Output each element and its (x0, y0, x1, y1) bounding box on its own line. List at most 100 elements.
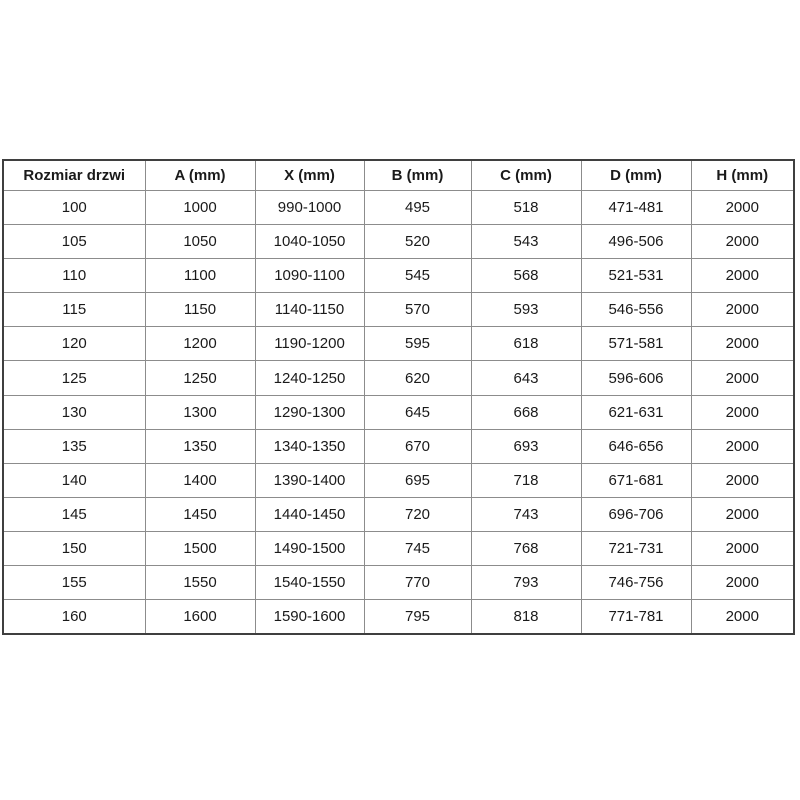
table-cell: 696-706 (580, 496, 692, 532)
table-cell: 130 (2, 394, 146, 430)
header-row: Rozmiar drzwi A (mm) X (mm) B (mm) C (mm… (2, 159, 795, 191)
table-cell: 2000 (690, 530, 795, 567)
table-cell: 793 (470, 565, 582, 601)
table-cell: 1490-1500 (254, 530, 365, 567)
table-row: 105 1050 1040-1050 520 543 496-506 2000 (2, 224, 795, 260)
table-cell: 1590-1600 (254, 599, 365, 635)
table-cell: 1000 (144, 189, 256, 226)
table-cell: 545 (363, 258, 472, 294)
table-cell: 1290-1300 (254, 394, 365, 430)
table-cell: 1540-1550 (254, 565, 365, 601)
table-cell: 593 (470, 292, 582, 328)
table-cell: 100 (2, 189, 146, 226)
table-cell: 2000 (690, 292, 795, 328)
table-cell: 521-531 (580, 258, 692, 294)
table-cell: 1040-1050 (254, 224, 365, 260)
column-header-a-mm: A (mm) (144, 159, 256, 191)
table-cell: 1100 (144, 258, 256, 294)
table-cell: 496-506 (580, 224, 692, 260)
table-row: 115 1150 1140-1150 570 593 546-556 2000 (2, 292, 795, 328)
table-cell: 720 (363, 496, 472, 532)
table-cell: 2000 (690, 496, 795, 532)
table-cell: 718 (470, 462, 582, 498)
table-cell: 471-481 (580, 189, 692, 226)
column-header-b-mm: B (mm) (363, 159, 472, 191)
table-cell: 1150 (144, 292, 256, 328)
table-cell: 2000 (690, 189, 795, 226)
table-row: 140 1400 1390-1400 695 718 671-681 2000 (2, 462, 795, 498)
table-cell: 568 (470, 258, 582, 294)
table-cell: 1450 (144, 496, 256, 532)
column-header-h-mm: H (mm) (690, 159, 795, 191)
table-row: 150 1500 1490-1500 745 768 721-731 2000 (2, 530, 795, 567)
table-cell: 1200 (144, 326, 256, 362)
table-row: 130 1300 1290-1300 645 668 621-631 2000 (2, 394, 795, 430)
table-cell: 1350 (144, 428, 256, 464)
table-cell: 570 (363, 292, 472, 328)
table-cell: 596-606 (580, 360, 692, 396)
table-cell: 2000 (690, 599, 795, 635)
table-body: 100 1000 990-1000 495 518 471-481 2000 105 1050 1… (2, 189, 795, 635)
table-cell: 1400 (144, 462, 256, 498)
table-cell: 140 (2, 462, 146, 498)
table-cell: 746-756 (580, 565, 692, 601)
column-header-rozmiar-drzwi: Rozmiar drzwi (2, 159, 146, 191)
table-cell: 2000 (690, 360, 795, 396)
table-row: 160 1600 1590-1600 795 818 771-781 2000 (2, 599, 795, 635)
door-dimensions-table-wrapper: Rozmiar drzwi A (mm) X (mm) B (mm) C (mm… (2, 159, 795, 636)
table-cell: 145 (2, 496, 146, 532)
table-cell: 646-656 (580, 428, 692, 464)
column-header-x-mm: X (mm) (254, 159, 365, 191)
table-cell: 1090-1100 (254, 258, 365, 294)
table-cell: 495 (363, 189, 472, 226)
table-cell: 621-631 (580, 394, 692, 430)
table-cell: 1250 (144, 360, 256, 396)
table-cell: 795 (363, 599, 472, 635)
table-row: 155 1550 1540-1550 770 793 746-756 2000 (2, 565, 795, 601)
table-cell: 1300 (144, 394, 256, 430)
table-cell: 771-781 (580, 599, 692, 635)
table-cell: 2000 (690, 394, 795, 430)
table-cell: 105 (2, 224, 146, 260)
table-cell: 818 (470, 599, 582, 635)
table-cell: 1550 (144, 565, 256, 601)
table-cell: 520 (363, 224, 472, 260)
table-cell: 2000 (690, 326, 795, 362)
table-cell: 543 (470, 224, 582, 260)
table-cell: 518 (470, 189, 582, 226)
table-cell: 1390-1400 (254, 462, 365, 498)
table-cell: 620 (363, 360, 472, 396)
table-row: 145 1450 1440-1450 720 743 696-706 2000 (2, 496, 795, 532)
table-cell: 721-731 (580, 530, 692, 567)
table-cell: 546-556 (580, 292, 692, 328)
table-cell: 2000 (690, 224, 795, 260)
table-cell: 1140-1150 (254, 292, 365, 328)
table-row: 120 1200 1190-1200 595 618 571-581 2000 (2, 326, 795, 362)
table-cell: 160 (2, 599, 146, 635)
table-cell: 1600 (144, 599, 256, 635)
table-cell: 645 (363, 394, 472, 430)
table-cell: 1050 (144, 224, 256, 260)
table-cell: 115 (2, 292, 146, 328)
table-cell: 571-581 (580, 326, 692, 362)
table-cell: 110 (2, 258, 146, 294)
table-cell: 595 (363, 326, 472, 362)
table-cell: 2000 (690, 462, 795, 498)
table-cell: 618 (470, 326, 582, 362)
table-cell: 695 (363, 462, 472, 498)
column-header-c-mm: C (mm) (470, 159, 582, 191)
table-cell: 150 (2, 530, 146, 567)
table-cell: 770 (363, 565, 472, 601)
table-cell: 2000 (690, 258, 795, 294)
table-row: 125 1250 1240-1250 620 643 596-606 2000 (2, 360, 795, 396)
table-row: 100 1000 990-1000 495 518 471-481 2000 (2, 189, 795, 226)
table-cell: 135 (2, 428, 146, 464)
table-cell: 743 (470, 496, 582, 532)
table-row: 135 1350 1340-1350 670 693 646-656 2000 (2, 428, 795, 464)
table-cell: 1340-1350 (254, 428, 365, 464)
table-row: 110 1100 1090-1100 545 568 521-531 2000 (2, 258, 795, 294)
door-dimensions-table: Rozmiar drzwi A (mm) X (mm) B (mm) C (mm… (2, 159, 795, 636)
table-cell: 2000 (690, 565, 795, 601)
table-cell: 693 (470, 428, 582, 464)
table-cell: 1190-1200 (254, 326, 365, 362)
